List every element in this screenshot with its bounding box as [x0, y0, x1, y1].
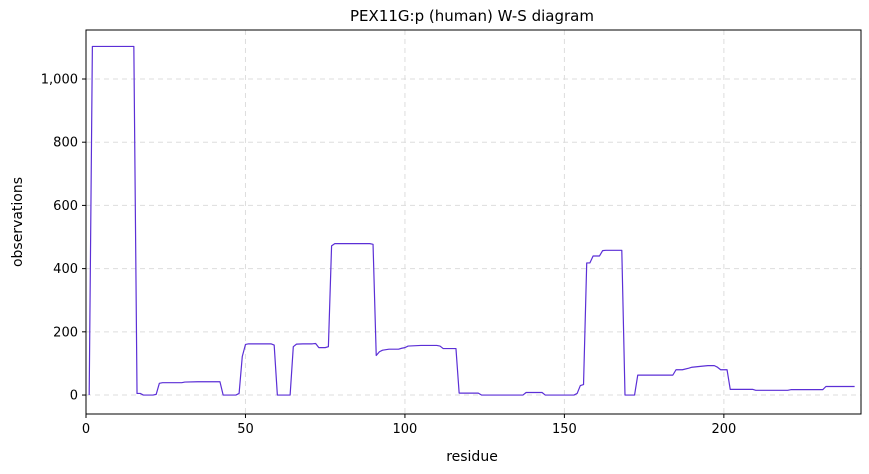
y-axis-label: observations — [10, 177, 26, 267]
x-axis-ticks: 0 50 100 150 200 — [82, 414, 736, 437]
grid — [85, 30, 861, 414]
series-layer — [88, 45, 855, 396]
x-tick-label: 200 — [711, 422, 736, 437]
series-line — [88, 45, 855, 396]
plot-frame — [85, 29, 862, 415]
y-tick-label: 1,000 — [41, 72, 78, 87]
y-axis-ticks: 0 200 400 600 800 1,000 — [41, 72, 86, 404]
y-tick-label: 0 — [70, 389, 78, 404]
plot-background — [86, 30, 861, 414]
x-tick-label: 50 — [237, 422, 254, 437]
x-tick-label: 0 — [82, 422, 90, 437]
x-tick-label: 150 — [552, 422, 577, 437]
chart-title: PEX11G:p (human) W-S diagram — [350, 7, 594, 25]
y-tick-label: 600 — [53, 199, 78, 214]
x-tick-label: 100 — [393, 422, 418, 437]
x-axis-label: residue — [446, 449, 498, 465]
y-tick-label: 400 — [53, 262, 78, 277]
y-tick-label: 800 — [53, 136, 78, 151]
y-tick-label: 200 — [53, 325, 78, 340]
